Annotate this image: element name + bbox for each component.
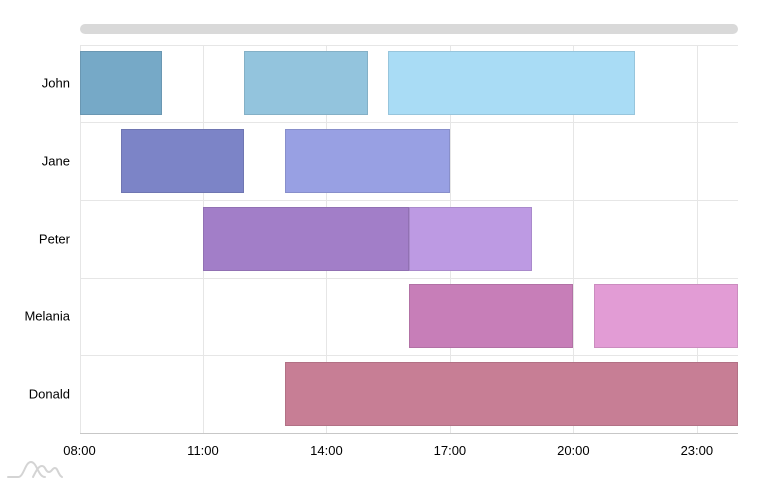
time-label-1100: 11:00 — [187, 443, 219, 458]
task-bar-john[interactable] — [388, 51, 636, 116]
horizontal-gridline — [79, 277, 738, 279]
task-bar-melania[interactable] — [408, 284, 574, 349]
horizontal-gridline — [79, 44, 738, 46]
x-axis-line — [79, 433, 738, 434]
horizontal-gridline — [79, 355, 738, 357]
task-bar-peter[interactable] — [202, 206, 409, 271]
time-label-2300: 23:00 — [680, 443, 714, 458]
task-bar-jane[interactable] — [120, 129, 245, 194]
category-label-john: John — [41, 75, 70, 91]
category-label-peter: Peter — [38, 231, 70, 247]
category-label-jane: Jane — [41, 153, 70, 169]
horizontal-gridline — [79, 199, 738, 201]
horizontal-gridline — [79, 122, 738, 124]
category-label-donald: Donald — [28, 386, 70, 402]
task-bar-john[interactable] — [79, 51, 162, 116]
time-label-0800: 08:00 — [63, 443, 96, 458]
time-label-1400: 14:00 — [310, 443, 343, 458]
task-bar-peter[interactable] — [408, 206, 533, 271]
amcharts-logo[interactable] — [6, 456, 64, 482]
task-bar-melania[interactable] — [593, 284, 738, 349]
category-label-melania: Melania — [24, 308, 70, 324]
time-label-1700: 17:00 — [433, 443, 467, 458]
logo-wave-small — [32, 464, 63, 478]
horizontal-scrollbar[interactable] — [79, 24, 738, 34]
task-bar-jane[interactable] — [285, 129, 450, 194]
logo-wave-big — [7, 460, 46, 478]
task-bar-donald[interactable] — [285, 362, 738, 427]
task-bar-john[interactable] — [244, 51, 368, 116]
time-label-2000: 20:00 — [557, 443, 590, 458]
